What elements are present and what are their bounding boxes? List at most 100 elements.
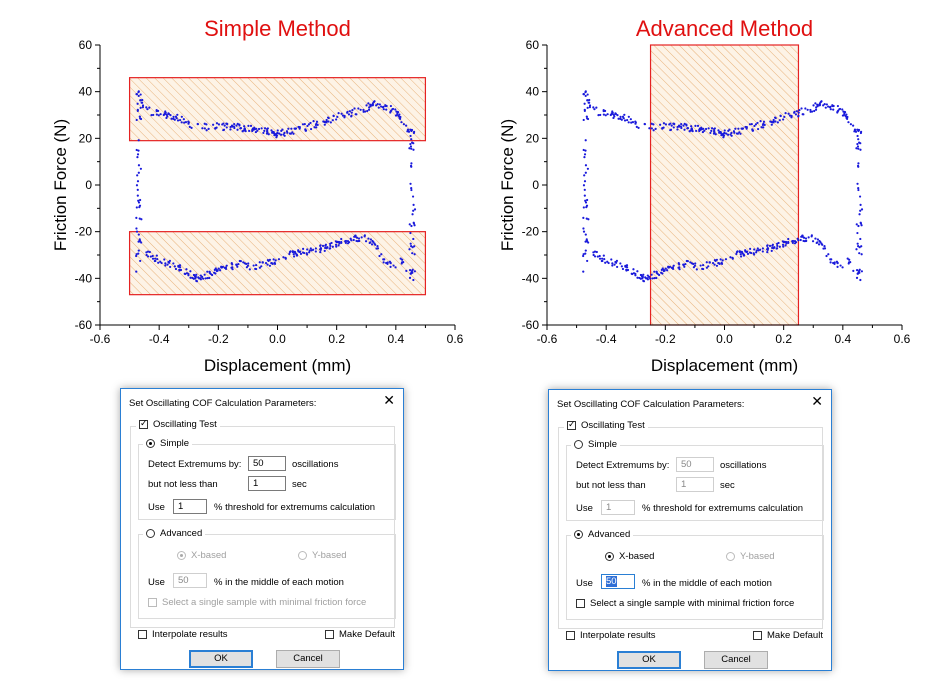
data-point — [409, 164, 413, 167]
data-point — [718, 130, 721, 133]
threshold-input[interactable]: 1 — [173, 499, 207, 514]
data-point — [776, 242, 779, 245]
make-default-checkbox[interactable]: Make Default — [325, 629, 395, 640]
data-point — [243, 127, 246, 130]
x-based-radio[interactable]: X-based — [605, 551, 654, 562]
data-point — [804, 107, 807, 110]
data-point — [620, 265, 623, 268]
data-point — [251, 127, 254, 130]
not-less-input[interactable]: 1 — [676, 477, 714, 492]
oscillating-test-checkbox[interactable]: Oscillating Test — [564, 419, 648, 431]
x-based-radio[interactable]: X-based — [177, 550, 226, 561]
cancel-button[interactable]: Cancel — [276, 650, 340, 668]
data-point — [324, 244, 327, 247]
data-point — [592, 106, 595, 109]
not-less-input[interactable]: 1 — [248, 476, 286, 491]
data-point — [410, 147, 413, 150]
detect-extremums-input[interactable]: 50 — [248, 456, 286, 471]
data-point — [354, 234, 357, 237]
advanced-radio[interactable]: Advanced — [143, 528, 206, 539]
data-point — [798, 109, 801, 112]
data-point — [710, 129, 713, 133]
data-point — [776, 247, 779, 250]
data-point — [141, 101, 144, 104]
single-sample-checkbox[interactable]: Select a single sample with minimal fric… — [576, 598, 794, 609]
make-default-checkbox[interactable]: Make Default — [753, 630, 823, 641]
data-point — [187, 274, 190, 277]
data-point — [351, 109, 354, 112]
data-point — [584, 94, 587, 98]
threshold-input[interactable]: 1 — [601, 500, 635, 515]
data-point — [192, 277, 195, 280]
data-point — [635, 125, 638, 128]
close-icon[interactable]: ✕ — [811, 393, 823, 409]
data-point — [627, 115, 630, 118]
data-point — [413, 208, 417, 211]
close-icon[interactable]: ✕ — [383, 392, 395, 408]
middle-percent-input[interactable]: 50 — [601, 574, 635, 589]
data-point — [271, 130, 274, 133]
data-point — [374, 243, 377, 246]
sec-label: sec — [292, 479, 307, 490]
data-point — [707, 265, 710, 268]
data-point — [168, 259, 172, 262]
data-points — [135, 90, 417, 283]
data-point — [791, 241, 794, 245]
interpolate-checkbox[interactable]: Interpolate results — [566, 630, 656, 641]
data-point — [222, 122, 225, 125]
oscillating-test-checkbox[interactable]: Oscillating Test — [136, 418, 220, 430]
data-point — [756, 247, 759, 250]
data-point — [167, 112, 171, 116]
simple-radio[interactable]: Simple — [571, 439, 621, 450]
middle-percent-input[interactable]: 50 — [173, 573, 207, 588]
data-point — [698, 129, 701, 133]
data-point — [685, 124, 688, 127]
data-point — [582, 270, 585, 273]
data-point — [750, 251, 753, 255]
data-point — [859, 221, 862, 224]
ok-button[interactable]: OK — [189, 650, 253, 668]
data-point — [261, 261, 264, 264]
data-point — [748, 123, 752, 126]
data-point — [334, 240, 337, 243]
data-point — [856, 134, 859, 138]
data-point — [746, 252, 750, 255]
data-point — [138, 115, 141, 118]
data-point — [619, 117, 622, 120]
detect-extremums-input[interactable]: 50 — [676, 457, 714, 472]
data-point — [192, 273, 195, 277]
data-point — [790, 116, 793, 119]
data-point — [779, 114, 782, 117]
data-point — [305, 252, 308, 255]
data-point — [275, 132, 278, 135]
data-point — [852, 269, 855, 272]
data-point — [380, 105, 383, 108]
data-point — [623, 113, 626, 116]
data-point — [252, 264, 255, 267]
data-point — [258, 261, 261, 264]
simple-radio[interactable]: Simple — [143, 438, 193, 449]
advanced-radio[interactable]: Advanced — [571, 529, 634, 540]
y-based-radio[interactable]: Y-based — [298, 550, 347, 561]
data-point — [277, 258, 281, 261]
data-point — [843, 112, 846, 115]
data-point — [770, 120, 773, 124]
data-point — [386, 261, 389, 264]
highlight-region — [649, 44, 800, 326]
data-point — [396, 112, 399, 115]
check-icon — [139, 418, 148, 429]
data-point — [629, 118, 632, 121]
y-based-radio[interactable]: Y-based — [726, 551, 775, 562]
data-point — [829, 108, 832, 111]
interpolate-checkbox[interactable]: Interpolate results — [138, 629, 228, 640]
ok-button[interactable]: OK — [617, 651, 681, 669]
data-point — [341, 114, 345, 117]
data-point — [713, 130, 716, 133]
single-sample-checkbox[interactable]: Select a single sample with minimal fric… — [148, 597, 366, 608]
data-point — [382, 108, 385, 111]
data-point — [183, 121, 186, 124]
cancel-button[interactable]: Cancel — [704, 651, 768, 669]
data-point — [409, 272, 412, 275]
data-point — [257, 127, 261, 131]
data-point — [319, 244, 322, 248]
